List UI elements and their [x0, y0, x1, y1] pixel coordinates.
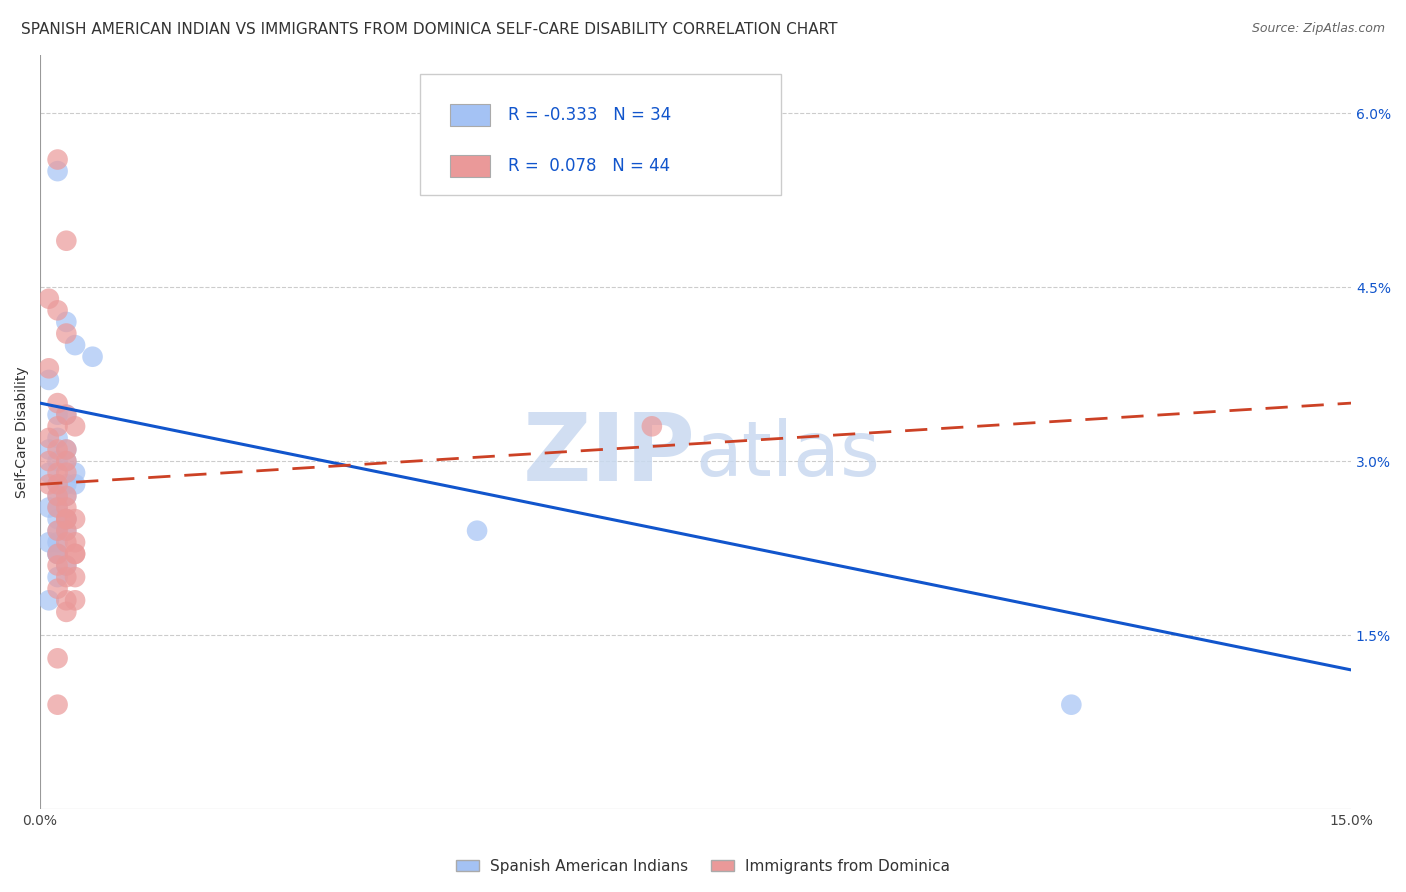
Point	[63, 419, 86, 434]
Point	[55, 524, 77, 538]
Point	[55, 408, 77, 422]
Text: R =  0.078   N = 44: R = 0.078 N = 44	[508, 157, 671, 175]
Point	[55, 570, 77, 584]
Point	[55, 454, 77, 468]
Legend: Spanish American Indians, Immigrants from Dominica: Spanish American Indians, Immigrants fro…	[450, 853, 956, 880]
Point	[46, 558, 69, 573]
Point	[55, 512, 77, 526]
Point	[46, 396, 69, 410]
Point	[38, 361, 60, 376]
Text: SPANISH AMERICAN INDIAN VS IMMIGRANTS FROM DOMINICA SELF-CARE DISABILITY CORRELA: SPANISH AMERICAN INDIAN VS IMMIGRANTS FR…	[21, 22, 838, 37]
Point	[46, 582, 69, 596]
Point	[63, 547, 86, 561]
Point	[46, 698, 69, 712]
Point	[55, 524, 77, 538]
Text: atlas: atlas	[696, 417, 880, 491]
Point	[38, 454, 60, 468]
Text: ZIP: ZIP	[523, 409, 696, 500]
Point	[38, 442, 60, 457]
Text: R = -0.333   N = 34: R = -0.333 N = 34	[508, 106, 671, 124]
Point	[63, 512, 86, 526]
Point	[46, 466, 69, 480]
Point	[63, 477, 86, 491]
Point	[38, 477, 60, 491]
Point	[55, 500, 77, 515]
Point	[46, 500, 69, 515]
Point	[63, 570, 86, 584]
Point	[55, 326, 77, 341]
Point	[465, 524, 488, 538]
Y-axis label: Self-Care Disability: Self-Care Disability	[15, 367, 30, 498]
Point	[38, 466, 60, 480]
Point	[55, 466, 77, 480]
Point	[55, 512, 77, 526]
Point	[63, 547, 86, 561]
FancyBboxPatch shape	[420, 74, 780, 194]
Text: Source: ZipAtlas.com: Source: ZipAtlas.com	[1251, 22, 1385, 36]
Point	[46, 442, 69, 457]
Point	[46, 431, 69, 445]
Point	[55, 489, 77, 503]
Point	[55, 558, 77, 573]
Point	[63, 338, 86, 352]
Point	[55, 408, 77, 422]
Point	[46, 153, 69, 167]
Point	[55, 558, 77, 573]
Point	[55, 442, 77, 457]
Point	[46, 570, 69, 584]
Point	[46, 547, 69, 561]
Point	[46, 164, 69, 178]
Point	[55, 605, 77, 619]
Point	[46, 489, 69, 503]
Point	[46, 651, 69, 665]
Point	[46, 524, 69, 538]
Point	[641, 419, 664, 434]
Point	[55, 454, 77, 468]
Point	[46, 535, 69, 549]
Point	[38, 292, 60, 306]
Point	[55, 477, 77, 491]
Point	[46, 547, 69, 561]
Point	[55, 234, 77, 248]
Point	[55, 535, 77, 549]
Point	[46, 408, 69, 422]
Point	[38, 431, 60, 445]
Point	[46, 419, 69, 434]
Point	[46, 512, 69, 526]
FancyBboxPatch shape	[450, 154, 489, 178]
Point	[55, 593, 77, 607]
Point	[55, 512, 77, 526]
Point	[38, 500, 60, 515]
Point	[1060, 698, 1083, 712]
Point	[38, 373, 60, 387]
Point	[63, 535, 86, 549]
Point	[46, 489, 69, 503]
Point	[55, 489, 77, 503]
Point	[46, 477, 69, 491]
Point	[46, 303, 69, 318]
Point	[55, 442, 77, 457]
FancyBboxPatch shape	[450, 103, 489, 127]
Point	[46, 500, 69, 515]
Point	[46, 454, 69, 468]
Point	[38, 535, 60, 549]
Point	[55, 315, 77, 329]
Point	[63, 593, 86, 607]
Point	[46, 477, 69, 491]
Point	[63, 466, 86, 480]
Point	[38, 593, 60, 607]
Point	[82, 350, 104, 364]
Point	[46, 524, 69, 538]
Point	[46, 547, 69, 561]
